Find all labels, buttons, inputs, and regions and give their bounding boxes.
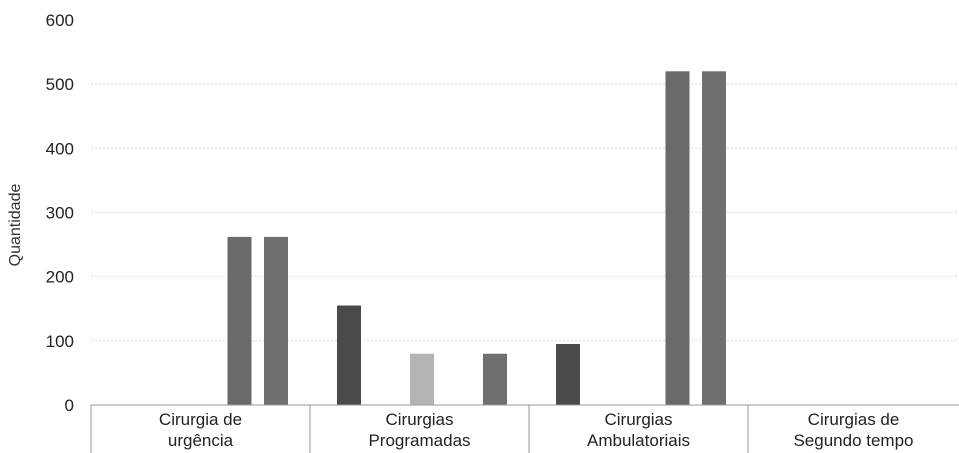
- y-tick-label: 400: [46, 139, 74, 158]
- y-axis: 0 100 200 300 400 500 600: [46, 11, 74, 415]
- bar: [483, 353, 507, 405]
- grid-lines: [91, 83, 959, 342]
- y-tick-label: 600: [46, 11, 74, 30]
- x-tick-label: Cirurgias: [604, 410, 672, 429]
- bar: [702, 71, 726, 406]
- y-tick-label: 500: [46, 75, 74, 94]
- y-tick-label: 100: [46, 332, 74, 351]
- y-tick-label: 0: [65, 396, 74, 415]
- x-tick-label: Ambulatoriais: [587, 431, 690, 450]
- y-tick-label: 200: [46, 268, 74, 287]
- y-axis-title: Quantidade: [7, 184, 24, 267]
- bar: [665, 71, 690, 406]
- bar: [337, 305, 361, 405]
- x-tick-label: Programadas: [368, 431, 470, 450]
- bar: [410, 353, 434, 405]
- x-tick-label: Cirurgia de: [159, 410, 242, 429]
- x-tick-label: urgência: [168, 431, 234, 450]
- x-tick-label: Cirurgias: [385, 410, 453, 429]
- bar: [227, 236, 252, 405]
- bar: [264, 236, 288, 405]
- bar: [556, 344, 580, 405]
- y-tick-label: 300: [46, 204, 74, 223]
- bars: [227, 71, 726, 406]
- x-axis: Cirurgia de urgência Cirurgias Programadas C…: [90, 404, 959, 453]
- x-tick-label: Segundo tempo: [793, 431, 913, 450]
- x-tick-label: Cirurgias de: [808, 410, 900, 429]
